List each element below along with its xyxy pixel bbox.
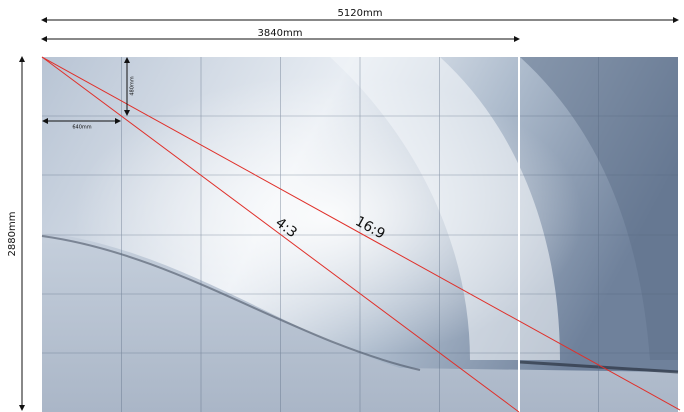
height-label: 2880mm [7,212,18,257]
width-4-3-label: 3840mm [258,28,303,39]
module-height-label: 480mm [130,76,136,95]
module-width-label: 640mm [72,125,91,131]
total-width-label: 5120mm [338,8,383,19]
led-wall [41,56,681,412]
